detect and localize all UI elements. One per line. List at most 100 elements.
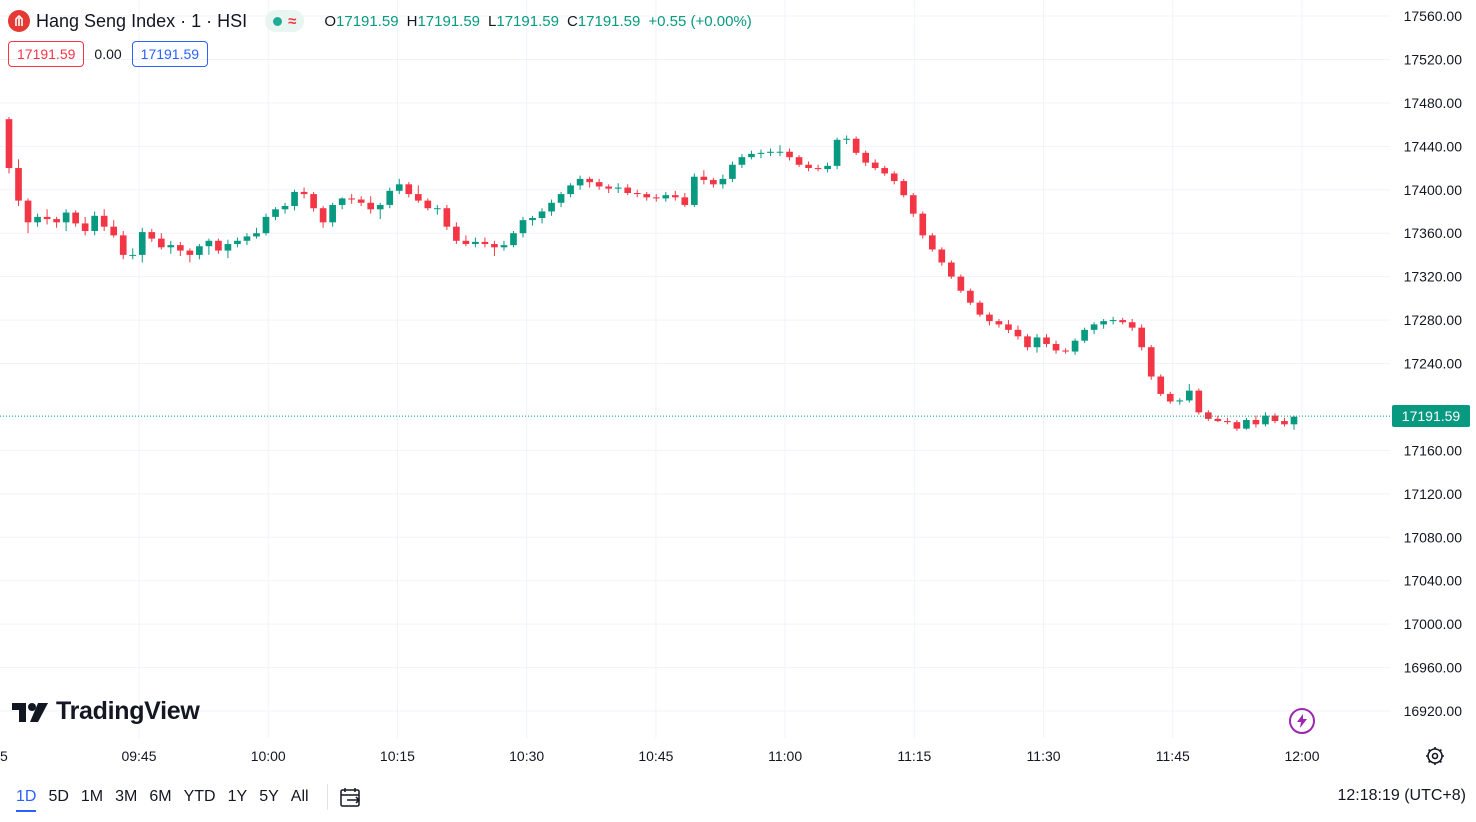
candle bbox=[948, 260, 955, 279]
timezone-clock[interactable]: 12:18:19 (UTC+8) bbox=[1337, 787, 1466, 804]
range-1d-button[interactable]: 1D bbox=[10, 782, 42, 812]
candle-body bbox=[652, 197, 660, 199]
buy-price-button[interactable]: 17191.59 bbox=[131, 41, 209, 67]
price-tick-label: 16960.00 bbox=[1404, 660, 1463, 676]
candle bbox=[738, 153, 746, 169]
candle bbox=[1271, 413, 1279, 424]
candle-body bbox=[1224, 421, 1231, 423]
candle-body bbox=[919, 213, 927, 236]
price-tick-label: 17240.00 bbox=[1404, 356, 1463, 372]
candle bbox=[1166, 391, 1174, 404]
candle bbox=[1176, 398, 1184, 405]
range-1y-button[interactable]: 1Y bbox=[227, 788, 248, 805]
candle bbox=[110, 220, 118, 238]
candle bbox=[310, 191, 317, 212]
price-tick-label: 17120.00 bbox=[1404, 486, 1463, 502]
candle-body bbox=[24, 200, 32, 223]
candle bbox=[291, 189, 298, 211]
range-5y-button[interactable]: 5Y bbox=[259, 788, 279, 805]
time-tick-label: 12:00 bbox=[1284, 748, 1319, 764]
market-status-pill[interactable]: ≈ bbox=[265, 10, 305, 32]
candle-body bbox=[738, 157, 746, 165]
candle bbox=[1233, 419, 1241, 431]
gear-icon[interactable] bbox=[1424, 745, 1446, 767]
sell-price-button[interactable]: 17191.59 bbox=[8, 41, 85, 67]
candle bbox=[481, 237, 489, 248]
symbol-title[interactable]: Hang Seng Index · 1 · HSI bbox=[36, 10, 248, 31]
candle bbox=[167, 240, 175, 254]
candle-body bbox=[43, 216, 51, 220]
close-label: C bbox=[566, 12, 578, 30]
candle bbox=[262, 213, 270, 236]
candle bbox=[986, 312, 993, 326]
candle bbox=[62, 209, 70, 232]
candle-body bbox=[567, 185, 574, 195]
candle bbox=[595, 178, 603, 190]
candle-body bbox=[824, 165, 831, 170]
candle-body bbox=[310, 194, 317, 209]
candle bbox=[234, 237, 241, 248]
candle-body bbox=[1043, 337, 1050, 344]
candle bbox=[643, 191, 651, 201]
candle-body bbox=[1281, 421, 1288, 425]
range-1m-button[interactable]: 1M bbox=[80, 788, 104, 805]
candle-body bbox=[1205, 412, 1212, 419]
candle bbox=[434, 204, 441, 215]
range-6m-button[interactable]: 6M bbox=[149, 788, 172, 805]
candle-body bbox=[519, 220, 527, 234]
tradingview-watermark[interactable]: TradingView bbox=[12, 697, 200, 726]
candle-body bbox=[890, 173, 898, 182]
candle-body bbox=[348, 198, 355, 200]
price-axis[interactable]: 17560.00 17520.00 17480.00 17440.00 17400.00… bbox=[1404, 8, 1463, 719]
candle bbox=[34, 213, 41, 227]
candle bbox=[662, 191, 670, 202]
price-tick-label: 17440.00 bbox=[1404, 138, 1463, 154]
candle-body bbox=[1033, 337, 1041, 348]
candle-body bbox=[148, 232, 156, 239]
chart-grid bbox=[0, 0, 1390, 738]
open-value: 17191.59 bbox=[336, 12, 399, 30]
candle bbox=[1214, 415, 1222, 423]
candle-body bbox=[224, 244, 232, 251]
range-all-button[interactable]: All bbox=[290, 788, 309, 805]
candle-body bbox=[538, 211, 546, 218]
candle bbox=[928, 233, 936, 252]
close-value: 17191.59 bbox=[577, 12, 641, 30]
price-tick-label: 16920.00 bbox=[1404, 703, 1463, 719]
candle-body bbox=[995, 321, 1003, 325]
calendar-range-icon[interactable] bbox=[338, 784, 364, 810]
candle-body bbox=[605, 186, 612, 189]
candle bbox=[462, 235, 470, 247]
candle-body bbox=[633, 193, 641, 195]
candle-body bbox=[186, 250, 194, 255]
candle bbox=[1128, 318, 1136, 331]
range-ytd-button[interactable]: YTD bbox=[183, 788, 216, 805]
candle bbox=[491, 240, 498, 256]
candle-body bbox=[1052, 343, 1060, 351]
range-3m-button[interactable]: 3M bbox=[115, 788, 138, 805]
candle-body bbox=[319, 208, 327, 223]
range-5d-button[interactable]: 5D bbox=[48, 788, 69, 805]
low-label: L bbox=[488, 12, 497, 30]
candle-body bbox=[291, 191, 298, 207]
candle-body bbox=[138, 232, 146, 255]
candle-body bbox=[928, 235, 936, 250]
candle bbox=[1109, 316, 1117, 325]
candle-body bbox=[986, 314, 993, 322]
candle bbox=[909, 193, 917, 217]
candle-body bbox=[871, 162, 879, 169]
candle bbox=[633, 189, 641, 198]
lightning-bolt-icon[interactable] bbox=[1289, 708, 1315, 734]
time-axis[interactable]: 09:45 10:00 10:15 10:30 10:45 11:00 11:15 11:30… bbox=[0, 748, 1320, 764]
candle bbox=[386, 187, 394, 209]
candle-body bbox=[215, 240, 222, 251]
candle-body bbox=[53, 219, 60, 223]
candle bbox=[300, 187, 308, 199]
candle bbox=[1224, 417, 1231, 425]
candle bbox=[1081, 327, 1088, 343]
candle bbox=[367, 196, 375, 214]
time-tick-label: 09:45 bbox=[121, 748, 156, 764]
candle bbox=[215, 238, 222, 254]
candle bbox=[281, 202, 289, 214]
